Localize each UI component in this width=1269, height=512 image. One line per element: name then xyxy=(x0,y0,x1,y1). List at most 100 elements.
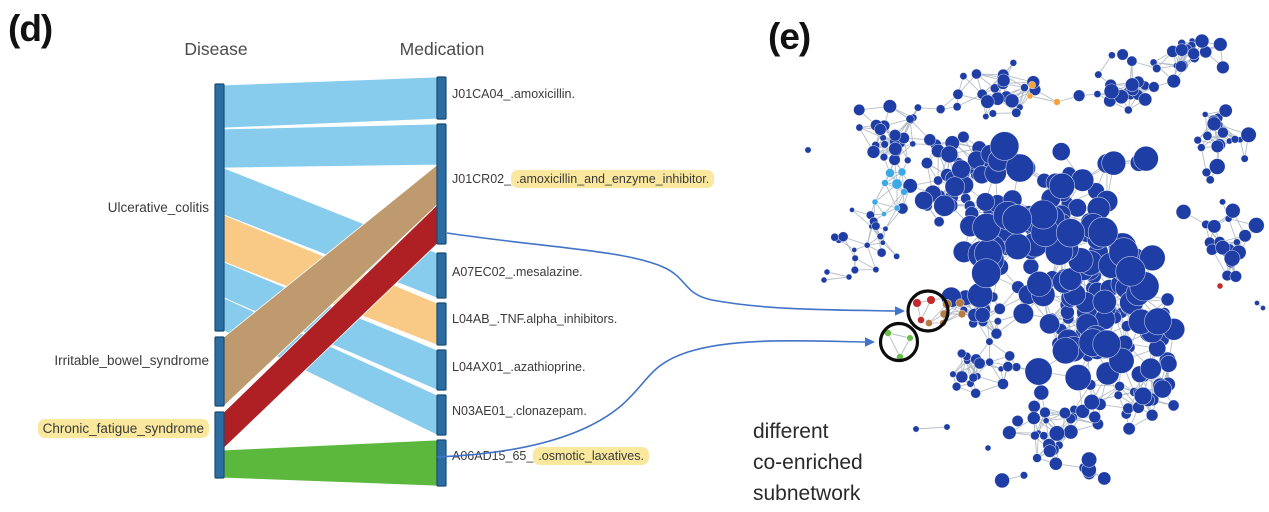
network-nodes xyxy=(804,33,1266,489)
network-node xyxy=(1213,37,1228,52)
network-node xyxy=(1002,425,1017,440)
network-node xyxy=(1160,292,1175,307)
highlight-circle xyxy=(906,289,950,333)
network-node xyxy=(1215,240,1231,256)
network-node xyxy=(1020,83,1029,92)
network-node xyxy=(1238,229,1252,243)
sankey-bar-disease xyxy=(214,411,225,479)
network-node xyxy=(1048,172,1076,200)
network-node xyxy=(1075,404,1090,419)
network-node-brown-subnetwork xyxy=(957,309,967,319)
network-node xyxy=(1039,431,1049,441)
disease-label: Ulcerative_colitis xyxy=(4,200,209,215)
network-node xyxy=(1002,361,1014,373)
network-node xyxy=(1166,74,1181,89)
network-node xyxy=(853,103,866,116)
medication-label: N03AE01_.clonazepam. xyxy=(452,404,587,418)
network-node xyxy=(921,157,933,170)
network-node xyxy=(855,123,864,132)
network-node xyxy=(905,114,915,124)
network-node xyxy=(1001,204,1033,235)
network-node xyxy=(988,109,997,118)
network-node-isolated-blue xyxy=(804,146,812,154)
network-node-brown-subnetwork xyxy=(925,319,933,327)
network-node xyxy=(1209,158,1226,175)
network-node xyxy=(1193,135,1202,145)
network-node xyxy=(1012,303,1034,325)
network-edge xyxy=(851,209,872,227)
network-node xyxy=(933,175,944,186)
network-node xyxy=(1092,329,1121,359)
network-node xyxy=(1026,271,1053,297)
network-node xyxy=(935,104,946,114)
network-node xyxy=(923,133,937,147)
network-node xyxy=(1011,107,1022,118)
network-node xyxy=(1087,216,1119,248)
network-node-orange-nodes xyxy=(1028,81,1036,89)
network-node xyxy=(952,102,962,112)
network-node xyxy=(904,156,912,165)
disease-label: Chronic_fatigue_syndrome xyxy=(4,419,209,438)
network-node xyxy=(1225,203,1241,219)
network-node xyxy=(933,194,956,217)
network-node xyxy=(1009,59,1018,67)
network-node xyxy=(1114,381,1125,392)
network-node xyxy=(1049,456,1063,471)
network-node xyxy=(993,317,1002,326)
network-node xyxy=(1125,77,1140,92)
medication-label: A06AD15_65_ .osmotic_laxatives. xyxy=(452,447,649,465)
network-node xyxy=(1217,126,1229,139)
network-node xyxy=(985,357,994,367)
network-node xyxy=(968,372,979,383)
network-node xyxy=(914,191,934,210)
network-node xyxy=(1124,105,1133,115)
network-edge xyxy=(885,207,898,229)
medication-name: .azathioprine. xyxy=(510,360,586,374)
network-node xyxy=(849,207,855,213)
network-node xyxy=(1230,135,1240,144)
network-node xyxy=(1052,337,1080,365)
network-node xyxy=(1133,386,1153,406)
network-edge xyxy=(874,201,898,209)
network-node xyxy=(956,348,967,359)
network-node xyxy=(1148,81,1160,93)
medication-label: J01CA04_.amoxicillin. xyxy=(452,87,575,101)
network-node xyxy=(888,141,903,156)
panel-d-label: (d) xyxy=(8,8,53,49)
network-edge xyxy=(915,426,948,430)
medication-label: L04AX01_.azathioprine. xyxy=(452,360,585,374)
network-node xyxy=(1218,103,1233,118)
network-node xyxy=(973,357,986,370)
network-node-orange-nodes xyxy=(1026,92,1034,100)
network-node xyxy=(971,258,1002,289)
network-edge xyxy=(1228,218,1238,243)
network-node xyxy=(1108,51,1116,60)
network-node xyxy=(970,387,981,399)
network-node xyxy=(1194,33,1210,49)
disease-label-text: Ulcerative_colitis xyxy=(107,200,209,215)
network-edge xyxy=(1029,95,1058,103)
medication-label: L04AB_.TNF.alpha_inhibitors. xyxy=(452,312,617,326)
network-node xyxy=(882,99,897,114)
medication-code: J01CA04_ xyxy=(452,87,511,101)
network-node xyxy=(1092,289,1117,314)
network-node xyxy=(1248,217,1265,234)
network-node xyxy=(1019,471,1029,480)
network-node-isolated-red xyxy=(1216,282,1224,290)
network-node xyxy=(1097,471,1112,486)
network-node xyxy=(1152,63,1162,73)
medication-name: .mesalazine. xyxy=(512,265,583,279)
network-node xyxy=(1093,90,1102,98)
network-node xyxy=(1175,60,1188,73)
network-node xyxy=(1207,219,1222,234)
disease-label: Irritable_bowel_syndrome xyxy=(4,353,209,368)
medication-code: A07EC02_ xyxy=(452,265,513,279)
network-node xyxy=(1197,143,1206,152)
network-node xyxy=(959,72,968,81)
sankey-bar-medication xyxy=(436,76,447,120)
network-node xyxy=(1187,47,1200,60)
network-node xyxy=(994,472,1010,489)
medication-label: A07EC02_.mesalazine. xyxy=(452,265,583,279)
network-node xyxy=(913,103,922,112)
